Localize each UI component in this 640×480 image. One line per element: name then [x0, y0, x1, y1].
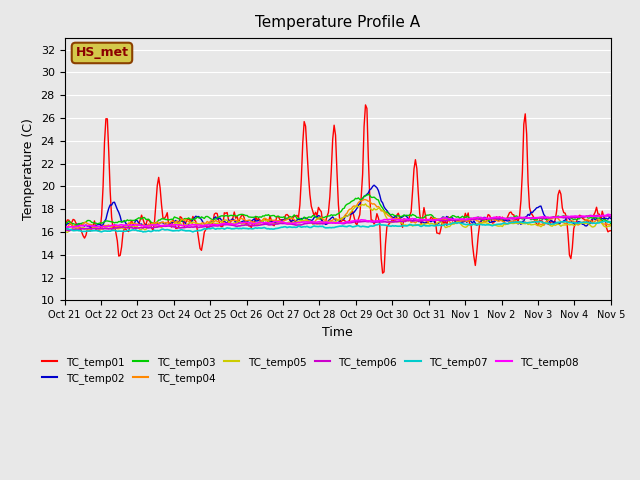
- Line: TC_temp07: TC_temp07: [65, 221, 611, 232]
- TC_temp04: [605, 222, 613, 228]
- TC_temp06: [605, 214, 613, 219]
- TC_temp02: [79, 222, 87, 228]
- TC_temp06: [587, 213, 595, 218]
- TC_temp06: [98, 226, 106, 231]
- TC_temp08: [97, 224, 104, 229]
- TC_temp02: [343, 213, 351, 219]
- TC_temp02: [97, 222, 104, 228]
- TC_temp04: [81, 219, 88, 225]
- TC_temp05: [605, 223, 613, 229]
- Legend: TC_temp01, TC_temp02, TC_temp03, TC_temp04, TC_temp05, TC_temp06, TC_temp07, TC_: TC_temp01, TC_temp02, TC_temp03, TC_temp…: [38, 353, 583, 388]
- TC_temp01: [607, 228, 614, 234]
- TC_temp07: [605, 219, 613, 225]
- Line: TC_temp05: TC_temp05: [65, 204, 611, 232]
- TC_temp01: [453, 218, 461, 224]
- TC_temp03: [81, 220, 88, 226]
- Line: TC_temp08: TC_temp08: [65, 215, 611, 227]
- Line: TC_temp02: TC_temp02: [65, 185, 611, 228]
- TC_temp01: [97, 227, 104, 232]
- TC_temp07: [533, 219, 541, 225]
- TC_temp04: [98, 226, 106, 231]
- TC_temp05: [607, 223, 614, 228]
- Title: Temperature Profile A: Temperature Profile A: [255, 15, 420, 30]
- TC_temp07: [451, 220, 459, 226]
- TC_temp01: [534, 223, 542, 228]
- TC_temp05: [98, 226, 106, 232]
- TC_temp04: [343, 210, 351, 216]
- TC_temp03: [98, 220, 106, 226]
- TC_temp02: [128, 225, 136, 230]
- TC_temp03: [365, 192, 372, 197]
- TC_temp08: [603, 212, 611, 218]
- TC_temp03: [605, 219, 613, 225]
- TC_temp06: [451, 217, 459, 223]
- TC_temp08: [607, 212, 614, 218]
- TC_temp06: [533, 216, 541, 221]
- TC_temp05: [343, 213, 351, 219]
- TC_temp07: [97, 228, 104, 234]
- TC_temp08: [61, 224, 68, 230]
- TC_temp06: [343, 220, 351, 226]
- TC_temp01: [362, 102, 369, 108]
- TC_temp03: [61, 219, 68, 225]
- Text: HS_met: HS_met: [76, 47, 129, 60]
- TC_temp06: [607, 214, 614, 219]
- Line: TC_temp01: TC_temp01: [65, 105, 611, 273]
- TC_temp04: [74, 227, 81, 232]
- Y-axis label: Temperature (C): Temperature (C): [22, 118, 35, 220]
- TC_temp04: [607, 222, 614, 228]
- TC_temp08: [79, 223, 87, 228]
- TC_temp01: [379, 270, 387, 276]
- TC_temp01: [342, 218, 349, 224]
- TC_temp07: [607, 219, 614, 225]
- TC_temp03: [534, 215, 542, 221]
- TC_temp06: [61, 228, 68, 233]
- TC_temp01: [605, 228, 613, 234]
- TC_temp04: [453, 220, 461, 226]
- TC_temp05: [534, 222, 542, 228]
- TC_temp03: [343, 202, 351, 207]
- TC_temp06: [81, 226, 88, 232]
- TC_temp07: [601, 218, 609, 224]
- TC_temp03: [453, 215, 461, 220]
- TC_temp07: [139, 229, 147, 235]
- Line: TC_temp04: TC_temp04: [65, 200, 611, 229]
- TC_temp04: [534, 219, 542, 225]
- TC_temp05: [453, 219, 461, 225]
- X-axis label: Time: Time: [323, 325, 353, 338]
- TC_temp03: [72, 222, 80, 228]
- TC_temp07: [61, 226, 68, 231]
- TC_temp01: [79, 233, 87, 239]
- Line: TC_temp03: TC_temp03: [65, 194, 611, 225]
- Line: TC_temp06: TC_temp06: [65, 216, 611, 231]
- TC_temp06: [65, 228, 73, 234]
- TC_temp02: [605, 215, 613, 220]
- TC_temp02: [534, 204, 542, 210]
- TC_temp01: [61, 221, 68, 227]
- TC_temp05: [61, 228, 68, 233]
- TC_temp07: [343, 224, 351, 229]
- TC_temp04: [61, 226, 68, 232]
- TC_temp02: [607, 216, 614, 221]
- TC_temp08: [531, 215, 539, 221]
- TC_temp05: [63, 229, 71, 235]
- TC_temp07: [79, 228, 87, 234]
- TC_temp02: [61, 224, 68, 230]
- TC_temp02: [453, 218, 461, 224]
- TC_temp08: [342, 219, 349, 225]
- TC_temp08: [450, 216, 458, 222]
- TC_temp02: [370, 182, 378, 188]
- TC_temp08: [604, 212, 612, 217]
- TC_temp03: [607, 221, 614, 227]
- TC_temp05: [362, 201, 369, 207]
- TC_temp05: [81, 225, 88, 231]
- TC_temp04: [360, 197, 368, 203]
